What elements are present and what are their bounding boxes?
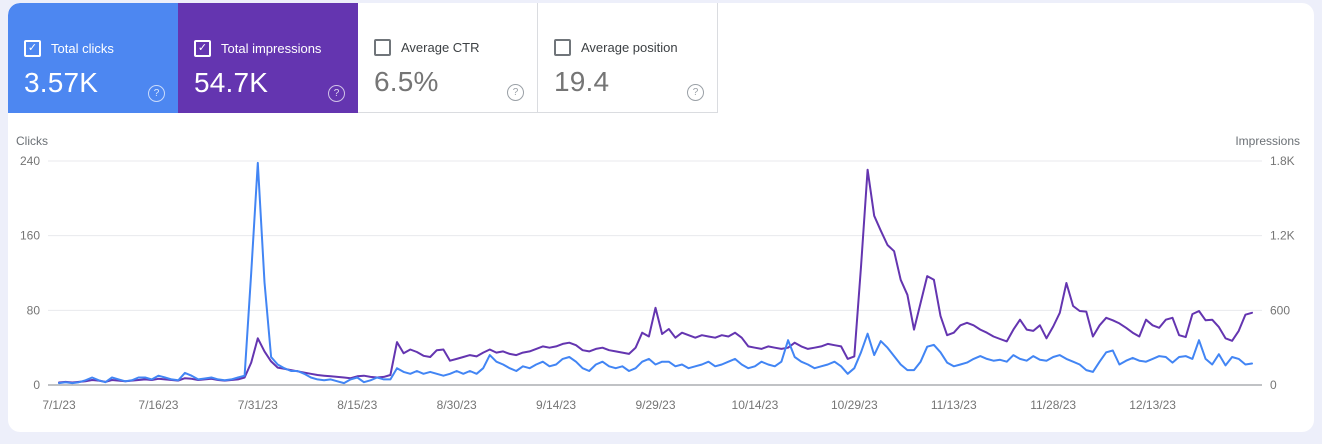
x-axis-tick: 11/28/23 (1030, 398, 1076, 412)
right-axis-tick: 1.8K (1270, 154, 1295, 168)
x-axis-tick: 7/16/23 (138, 398, 178, 412)
metric-value: 19.4 (554, 66, 610, 97)
clicks-line (58, 161, 1253, 385)
metric-label: Total clicks (51, 40, 114, 56)
metric-value: 6.5% (374, 66, 439, 97)
x-axis-tick: 12/13/23 (1129, 398, 1176, 412)
left-axis-tick: 80 (27, 303, 41, 317)
metric-label: Average CTR (401, 40, 480, 55)
x-axis-tick: 9/14/23 (536, 398, 576, 412)
right-axis-tick: 1.2K (1270, 229, 1295, 243)
performance-card: Total clicks 3.57K Total impressions 54.… (8, 3, 1314, 432)
impressions-axis-title: Impressions (1235, 134, 1300, 148)
help-icon[interactable] (148, 85, 165, 102)
x-axis-tick: 7/31/23 (238, 398, 278, 412)
left-axis-tick: 240 (20, 154, 40, 168)
help-icon[interactable] (687, 84, 704, 101)
clicks-axis-title: Clicks (16, 134, 48, 148)
metric-label: Total impressions (221, 40, 322, 56)
impressions-line (58, 168, 1253, 384)
average-ctr-checkbox[interactable] (374, 39, 391, 56)
x-axis-tick: 8/15/23 (337, 398, 377, 412)
x-axis-tick: 10/14/23 (732, 398, 779, 412)
total-clicks-checkbox[interactable] (24, 39, 41, 57)
help-icon[interactable] (328, 85, 345, 102)
x-axis-tick: 10/29/23 (831, 398, 878, 412)
metrics-row: Total clicks 3.57K Total impressions 54.… (8, 3, 1314, 113)
metric-card-average-position[interactable]: Average position 19.4 (538, 3, 718, 113)
x-axis-tick: 7/1/23 (42, 398, 76, 412)
left-axis-tick: 0 (33, 378, 40, 392)
metric-value: 3.57K (24, 66, 99, 98)
average-position-checkbox[interactable] (554, 39, 571, 56)
metric-card-average-ctr[interactable]: Average CTR 6.5% (358, 3, 538, 113)
help-icon[interactable] (507, 84, 524, 101)
metric-label: Average position (581, 40, 678, 55)
performance-chart-svg: 0 0 80 600 160 1.2K 240 1.8K Clicks Impressions 7/… (16, 134, 1300, 412)
left-axis-tick: 160 (20, 229, 40, 243)
right-axis-tick: 600 (1270, 303, 1290, 317)
metric-value: 54.7K (194, 66, 269, 98)
metric-card-total-impressions[interactable]: Total impressions 54.7K (178, 3, 358, 113)
metric-card-total-clicks[interactable]: Total clicks 3.57K (8, 3, 178, 113)
x-axis-tick: 11/13/23 (931, 398, 977, 412)
right-axis-tick: 0 (1270, 378, 1277, 392)
x-axis-tick: 9/29/23 (635, 398, 675, 412)
total-impressions-checkbox[interactable] (194, 39, 211, 57)
performance-chart[interactable]: 0 0 80 600 160 1.2K 240 1.8K Clicks Impressions 7/… (8, 113, 1314, 432)
x-axis-tick: 8/30/23 (437, 398, 477, 412)
